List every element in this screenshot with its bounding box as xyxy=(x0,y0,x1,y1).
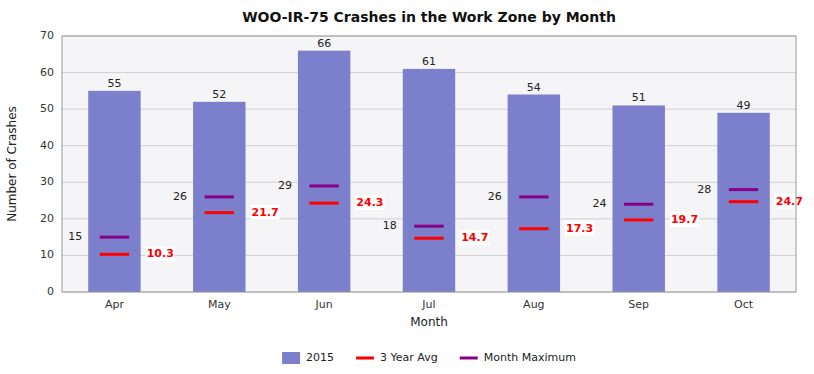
dash-label: 14.7 xyxy=(461,231,488,244)
dash-mark xyxy=(100,253,129,256)
bar-label: 66 xyxy=(317,37,331,50)
dash-mark xyxy=(205,195,234,198)
x-tick-label: Sep xyxy=(628,298,649,311)
y-tick-label: 30 xyxy=(40,175,54,188)
y-tick-label: 70 xyxy=(40,29,54,42)
bar xyxy=(298,51,350,292)
bar-label: 54 xyxy=(527,81,541,94)
dash-label: 18 xyxy=(383,219,397,232)
x-tick-label: Oct xyxy=(734,298,754,311)
legend: 2015 3 Year Avg Month Maximum xyxy=(282,351,576,364)
dash-label: 29 xyxy=(278,179,292,192)
dash-label: 10.3 xyxy=(147,247,174,260)
legend-item: Month Maximum xyxy=(460,351,576,364)
label-background xyxy=(565,221,594,236)
x-tick-label: Apr xyxy=(105,298,125,311)
y-tick-label: 60 xyxy=(40,66,54,79)
title: WOO-IR-75 Crashes in the Work Zone by Mo… xyxy=(242,9,616,25)
legend-label: Month Maximum xyxy=(484,351,576,364)
y-tick-label: 0 xyxy=(47,285,54,298)
dash-label: 21.7 xyxy=(252,206,279,219)
y-tick-label: 10 xyxy=(40,248,54,261)
bar xyxy=(508,95,560,292)
label-background xyxy=(460,230,489,245)
legend-item: 2015 xyxy=(282,351,334,364)
label-background xyxy=(251,205,280,220)
bar-label: 52 xyxy=(212,88,226,101)
bar xyxy=(613,105,665,292)
dash-mark xyxy=(729,200,758,203)
dash-label: 19.7 xyxy=(671,213,698,226)
dash-label: 15 xyxy=(68,230,82,243)
bar-label: 51 xyxy=(632,91,646,104)
dash-mark xyxy=(100,236,129,239)
y-tick-label: 50 xyxy=(40,102,54,115)
legend-swatch xyxy=(460,357,478,360)
legend-label: 3 Year Avg xyxy=(380,351,438,364)
x-tick-label: Jun xyxy=(315,298,333,311)
legend-swatch xyxy=(282,352,300,364)
dash-label: 26 xyxy=(173,190,187,203)
dash-label: 26 xyxy=(488,190,502,203)
dash-mark xyxy=(414,237,443,240)
chart: 0 10 20 30 40 50 60 70 55 52 66 61 54 51 49 10.3 21.7 24.… xyxy=(0,0,814,374)
bar xyxy=(717,113,769,292)
x-tick-label: Jul xyxy=(421,298,435,311)
y-axis-label: Number of Crashes xyxy=(5,106,19,222)
dash-mark xyxy=(309,202,338,205)
bar xyxy=(88,91,140,292)
dash-mark xyxy=(205,211,234,214)
bar xyxy=(193,102,245,292)
bar-label: 49 xyxy=(737,99,751,112)
x-tick-label: Aug xyxy=(523,298,544,311)
dash-mark xyxy=(729,188,758,191)
dash-label: 24.3 xyxy=(356,196,383,209)
x-axis-label: Month xyxy=(410,315,448,329)
dash-label: 24.7 xyxy=(776,195,803,208)
label-background xyxy=(355,195,384,210)
dash-label: 28 xyxy=(697,183,711,196)
data-labels: 55 52 66 61 54 51 49 10.3 21.7 24.3 14.7 17.3 19.7 24… xyxy=(68,37,804,262)
label-background xyxy=(670,212,699,227)
legend-swatch xyxy=(356,357,374,360)
legend-label: 2015 xyxy=(306,351,334,364)
x-tick-label: May xyxy=(208,298,231,311)
y-tick-label: 20 xyxy=(40,212,54,225)
dash-mark xyxy=(519,195,548,198)
bar-label: 55 xyxy=(107,77,121,90)
plot-frame xyxy=(62,36,796,292)
marks xyxy=(88,51,770,292)
dash-mark xyxy=(519,227,548,230)
dash-mark xyxy=(624,203,653,206)
label-background xyxy=(146,246,175,261)
bar xyxy=(403,69,455,292)
dash-mark xyxy=(624,218,653,221)
y-tick-label: 40 xyxy=(40,139,54,152)
legend-item: 3 Year Avg xyxy=(356,351,438,364)
dash-label: 24 xyxy=(593,197,607,210)
dash-mark xyxy=(414,225,443,228)
dash-label: 17.3 xyxy=(566,222,593,235)
dash-mark xyxy=(309,184,338,187)
plot-area xyxy=(62,36,796,292)
label-background xyxy=(775,194,804,209)
bar-label: 61 xyxy=(422,55,436,68)
